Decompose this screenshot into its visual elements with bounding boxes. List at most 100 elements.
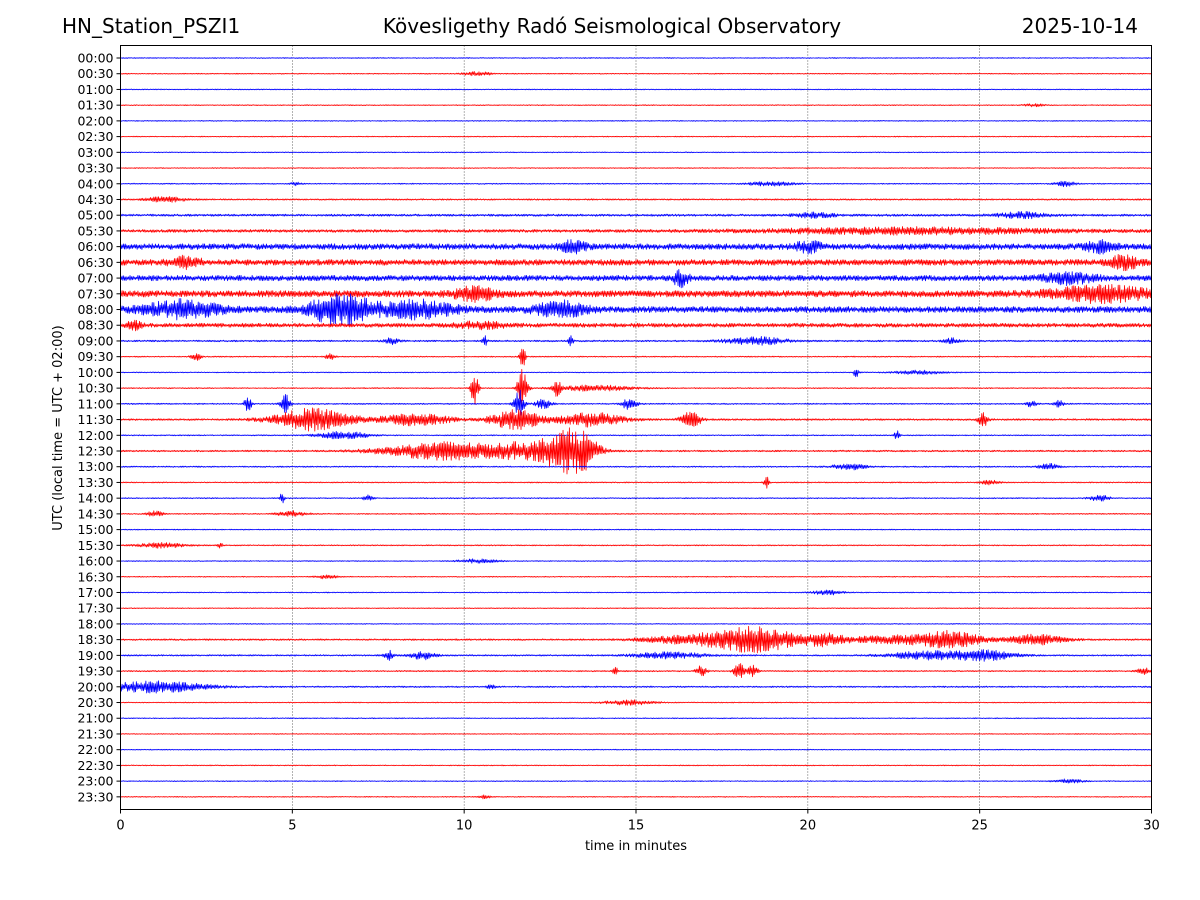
trace-line [120,589,1152,596]
x-tick-label: 15 [628,819,645,834]
trace-line [120,284,1152,305]
trace-line [120,794,1152,800]
trace-line [120,699,1152,706]
y-tick-label: 08:30 [77,318,113,333]
trace-line [120,268,1152,289]
y-tick-label: 00:00 [77,51,113,66]
trace-line [120,764,1152,767]
trace-line [120,427,1152,475]
y-axis: 00:0000:3001:0001:3002:0002:3003:0003:30… [77,51,121,804]
y-tick-label: 17:30 [77,601,113,616]
trace-line [120,151,1152,154]
trace-line [120,510,1152,517]
y-tick-label: 00:30 [77,66,113,81]
x-axis-label: time in minutes [585,839,687,854]
y-axis-label: UTC (local time = UTC + 02:00) [51,325,66,530]
trace-line [120,167,1152,169]
trace-line [120,663,1152,679]
trace-line [120,407,1152,432]
trace-line [120,369,1152,378]
y-tick-label: 06:30 [77,255,113,270]
y-tick-label: 22:30 [77,758,113,773]
y-tick-label: 03:30 [77,161,113,176]
y-tick-label: 10:30 [77,381,113,396]
trace-line [120,57,1152,59]
y-tick-label: 22:00 [77,742,113,757]
y-tick-label: 07:00 [77,271,113,286]
y-tick-label: 02:00 [77,113,113,128]
trace-line [120,625,1152,654]
trace-line [120,528,1152,531]
y-tick-label: 21:00 [77,711,113,726]
y-tick-label: 14:00 [77,491,113,506]
trace-line [120,369,1152,406]
trace-line [120,476,1152,489]
y-tick-label: 15:30 [77,538,113,553]
trace-line [120,778,1152,784]
trace-line [120,748,1152,751]
trace-line [120,680,1152,694]
y-tick-label: 04:00 [77,176,113,191]
trace-line [120,180,1152,188]
trace-line [120,607,1152,610]
x-tick-label: 25 [971,819,988,834]
x-axis: 0 5 10 15 20 25 30 [116,809,1160,834]
y-tick-label: 05:00 [77,208,113,223]
trace-line [120,226,1152,236]
trace-line [120,196,1152,203]
trace-line [120,462,1152,471]
y-tick-label: 23:00 [77,774,113,789]
y-tick-label: 21:30 [77,726,113,741]
y-tick-label: 20:30 [77,695,113,710]
y-tick-label: 19:00 [77,648,113,663]
y-tick-label: 23:30 [77,789,113,804]
y-tick-label: 14:30 [77,506,113,521]
y-tick-label: 15:00 [77,522,113,537]
x-tick-label: 0 [116,819,124,834]
y-tick-label: 07:30 [77,286,113,301]
trace-line [120,493,1152,504]
y-tick-label: 06:00 [77,239,113,254]
trace-line [120,649,1152,662]
trace-line [120,88,1152,91]
y-tick-label: 18:30 [77,632,113,647]
trace-line [120,135,1152,138]
trace-line [120,319,1152,332]
x-tick-label: 10 [456,819,473,834]
y-tick-label: 01:30 [77,98,113,113]
trace-line [120,254,1152,272]
y-tick-label: 05:30 [77,223,113,238]
x-tick-label: 20 [800,819,817,834]
y-tick-label: 02:30 [77,129,113,144]
date-label: 2025-10-14 [1021,14,1138,38]
y-tick-label: 04:30 [77,192,113,207]
y-tick-label: 17:00 [77,585,113,600]
trace-line [120,293,1152,326]
grid-lines [292,45,980,810]
trace-line [120,623,1152,625]
trace-line [120,717,1152,720]
y-tick-label: 13:30 [77,475,113,490]
y-tick-label: 01:00 [77,82,113,97]
trace-line [120,542,1152,549]
trace-line [120,238,1152,255]
y-tick-label: 11:30 [77,412,113,427]
trace-line [120,335,1152,347]
trace-line [120,211,1152,220]
trace-line [120,389,1152,416]
y-tick-label: 09:30 [77,349,113,364]
trace-line [120,71,1152,77]
y-tick-label: 19:30 [77,664,113,679]
x-tick-label: 30 [1143,819,1160,834]
y-tick-label: 08:00 [77,302,113,317]
trace-line [120,574,1152,580]
y-tick-label: 12:30 [77,444,113,459]
y-tick-label: 11:00 [77,396,113,411]
trace-line [120,348,1152,366]
y-tick-label: 03:00 [77,145,113,160]
y-tick-label: 16:00 [77,554,113,569]
traces [120,57,1152,800]
trace-line [120,733,1152,735]
observatory-title: Kövesligethy Radó Seismological Observat… [382,14,842,38]
